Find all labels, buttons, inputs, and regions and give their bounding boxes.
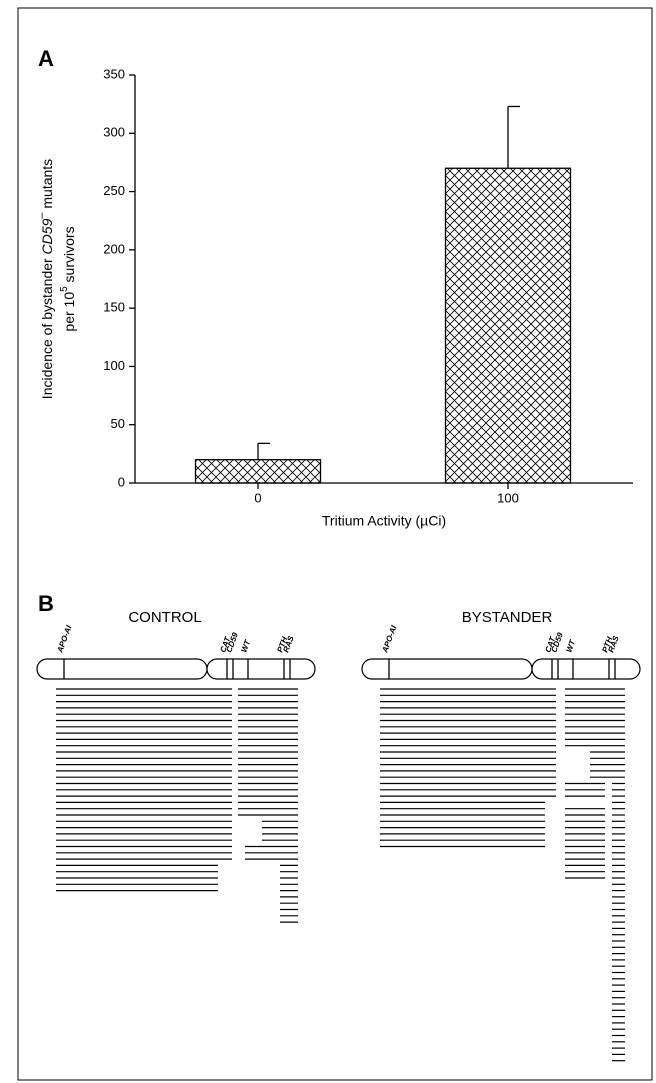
y-tick-label: 0: [118, 474, 125, 489]
y-label-part: Incidence of bystander: [39, 254, 55, 399]
panel-label: A: [38, 46, 54, 71]
y-label-part: per 10: [61, 292, 77, 332]
chromosome-arm: [206, 658, 316, 680]
y-tick-label: 150: [103, 300, 125, 315]
bar: [194, 459, 322, 484]
marker-label: APO-AI: [55, 624, 74, 655]
y-label-part: CD59: [39, 218, 55, 254]
y-tick-label: 300: [103, 125, 125, 140]
x-tick-label: 0: [254, 490, 261, 505]
group-title: CONTROL: [128, 609, 201, 626]
y-label-part: survivors: [61, 226, 77, 286]
y-tick-label: 50: [111, 416, 125, 431]
panel-label: B: [38, 591, 54, 616]
y-tick-label: 250: [103, 183, 125, 198]
x-tick-label: 100: [497, 490, 519, 505]
y-tick-label: 100: [103, 358, 125, 373]
marker-label: APO-AI: [380, 624, 399, 655]
frame: [17, 7, 653, 1081]
x-axis-label: Tritium Activity (µCi): [322, 513, 446, 529]
marker-label: WT: [239, 638, 252, 654]
bar: [444, 167, 572, 484]
group-title: BYSTANDER: [462, 609, 553, 626]
y-label-part: 5: [59, 286, 70, 292]
chromosome-arm: [361, 658, 533, 680]
marker-label: CD59: [549, 631, 565, 654]
marker-label: WT: [564, 638, 577, 654]
chromosome-arm: [36, 658, 208, 680]
y-tick-label: 200: [103, 241, 125, 256]
y-label-part: –: [36, 212, 48, 219]
y-tick-label: 350: [103, 66, 125, 81]
marker-label: CD59: [224, 631, 240, 654]
y-label-part: mutants: [39, 159, 55, 213]
chromosome-arm: [531, 658, 641, 680]
y-axis-label: per 105 survivors: [59, 226, 77, 331]
y-axis-label: Incidence of bystander CD59– mutants: [36, 159, 55, 399]
